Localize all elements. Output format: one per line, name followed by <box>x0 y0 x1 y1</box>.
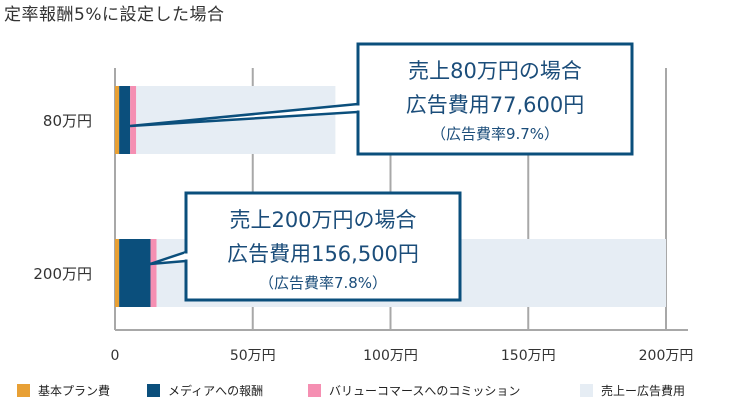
y-tick-label: 200万円 <box>33 265 92 283</box>
callout-line-3: （広告費率9.7%） <box>431 125 559 143</box>
bar-segment-media <box>119 86 131 154</box>
legend-item-media: メディアへの報酬 <box>147 382 263 399</box>
legend-label-remaining: 売上ー広告費用 <box>601 384 686 398</box>
x-tick-label: 150万円 <box>501 348 556 364</box>
x-tick-labels: 0 50万円 100万円 150万円 200万円 <box>111 348 694 364</box>
bar-segment-media <box>119 239 151 307</box>
callout-line-2: 広告費用156,500円 <box>227 242 419 266</box>
legend-swatch-remaining <box>580 384 593 397</box>
x-tick-label: 50万円 <box>230 348 276 364</box>
bar-segment-base-plan <box>115 239 120 307</box>
legend-swatch-media <box>147 384 160 397</box>
callout-box <box>356 42 634 156</box>
callout-line-3: （広告費率7.8%） <box>259 274 387 292</box>
y-tick-label: 80万円 <box>43 112 92 130</box>
legend: 基本プラン費 メディアへの報酬 バリューコマースへのコミッション 売上ー広告費用 <box>0 382 732 406</box>
legend-item-remaining: 売上ー広告費用 <box>580 382 685 399</box>
y-tick-labels: 80万円 200万円 <box>33 112 92 283</box>
legend-item-commission: バリューコマースへのコミッション <box>308 382 520 399</box>
callout-line-2: 広告費用77,600円 <box>406 93 584 117</box>
legend-label-media: メディアへの報酬 <box>168 384 264 398</box>
x-tick-label: 0 <box>111 348 120 364</box>
bar-segment-base-plan <box>115 86 120 154</box>
callout-line-1: 売上80万円の場合 <box>408 59 582 83</box>
x-tick-label: 100万円 <box>363 348 418 364</box>
legend-label-commission: バリューコマースへのコミッション <box>329 384 521 398</box>
bar-segment-commission <box>150 239 157 307</box>
bar-segment-commission <box>130 86 137 154</box>
x-tick-label: 200万円 <box>639 348 694 364</box>
legend-item-base-plan: 基本プラン費 <box>17 382 110 399</box>
chart-title: 定率報酬5%に設定した場合 <box>4 5 225 25</box>
legend-swatch-base-plan <box>17 384 30 397</box>
legend-swatch-commission <box>308 384 321 397</box>
callout-line-1: 売上200万円の場合 <box>229 208 416 232</box>
legend-label-base-plan: 基本プラン費 <box>38 384 111 398</box>
callout-box <box>184 191 462 302</box>
